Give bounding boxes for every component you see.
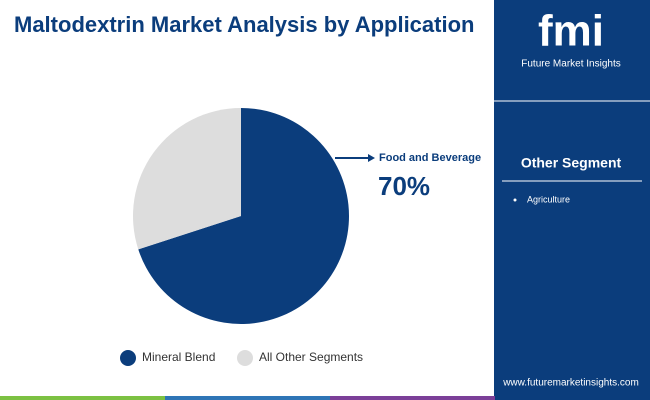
footer-stripe (330, 396, 495, 400)
logo: fmi (538, 7, 604, 56)
bullet (513, 198, 517, 202)
legend-swatch (120, 350, 136, 366)
value-label: 70% (378, 171, 430, 201)
website: www.futuremarketinsights.com (502, 378, 639, 389)
brand-name: Future Market Insights (521, 59, 620, 70)
sidebar-item: Agriculture (527, 194, 570, 204)
chart-title: Maltodextrin Market Analysis by Applicat… (14, 12, 474, 37)
footer-stripe (165, 396, 330, 400)
pie-slice (138, 108, 349, 324)
annotation: Food and Beverage (379, 152, 481, 164)
annotation-arrowhead (368, 154, 375, 162)
legend-swatch (237, 350, 253, 366)
pie-slice (133, 108, 241, 250)
sidebar-heading: Other Segment (521, 155, 622, 171)
footer-stripe (495, 396, 650, 400)
sidebar-panel (494, 0, 650, 400)
legend-label: All Other Segments (259, 350, 363, 364)
legend-label: Mineral Blend (142, 350, 215, 364)
footer-stripe (0, 396, 165, 400)
